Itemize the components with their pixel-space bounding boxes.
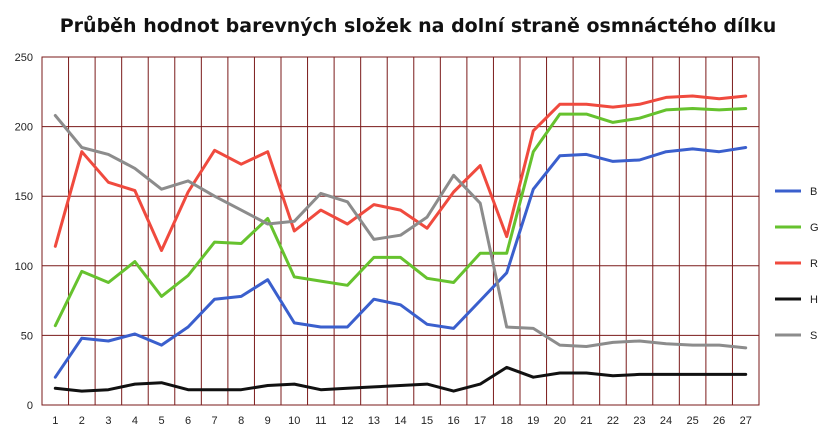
legend-label-s: S: [810, 330, 817, 342]
y-tick-label: 250: [15, 52, 33, 64]
x-tick-label: 3: [105, 415, 111, 427]
x-tick-label: 8: [238, 415, 244, 427]
series-line-h: [53, 365, 748, 393]
legend-label-h: H: [810, 294, 818, 306]
series-line-r: [53, 94, 748, 252]
x-tick-label: 21: [580, 415, 592, 427]
x-tick-label: 17: [474, 415, 486, 427]
y-tick-label: 200: [15, 122, 33, 134]
x-tick-label: 19: [527, 415, 539, 427]
x-tick-label: 11: [315, 415, 326, 427]
x-tick-label: 9: [265, 415, 271, 427]
plot-area: [41, 56, 760, 406]
x-tick-label: 4: [132, 415, 138, 427]
legend: B G R H S: [775, 186, 819, 342]
x-tick-label: 27: [740, 415, 752, 427]
x-tick-label: 20: [554, 415, 566, 427]
plot-background: [41, 56, 760, 406]
series-line-s: [53, 114, 748, 350]
x-tick-label: 24: [660, 415, 672, 427]
x-tick-label: 18: [501, 415, 513, 427]
x-tick-label: 22: [607, 415, 619, 427]
legend-label-b: B: [810, 186, 817, 198]
y-tick-label: 150: [15, 191, 33, 203]
x-tick-label: 2: [79, 415, 85, 427]
x-tick-label: 13: [368, 415, 380, 427]
legend-label-r: R: [810, 258, 818, 270]
x-tick-label: 23: [633, 415, 645, 427]
x-tick-label: 15: [421, 415, 433, 427]
x-tick-label: 7: [212, 415, 218, 427]
y-tick-label: 0: [27, 400, 33, 412]
x-tick-label: 25: [686, 415, 698, 427]
legend-label-g: G: [810, 222, 819, 234]
y-tick-label: 50: [21, 330, 33, 342]
y-tick-label: 100: [15, 261, 33, 273]
x-tick-label: 6: [185, 415, 191, 427]
x-tick-label: 12: [341, 415, 353, 427]
series-line-b: [53, 146, 748, 379]
x-tick-label: 16: [447, 415, 459, 427]
x-tick-label: 10: [288, 415, 300, 427]
x-tick-label: 1: [52, 415, 58, 427]
chart-title: Průběh hodnot barevných složek na dolní …: [60, 14, 776, 37]
series-line-g: [53, 107, 748, 328]
x-tick-label: 5: [158, 415, 164, 427]
x-tick-label: 14: [394, 415, 406, 427]
series-lines: [53, 94, 748, 393]
x-tick-label: 26: [713, 415, 725, 427]
